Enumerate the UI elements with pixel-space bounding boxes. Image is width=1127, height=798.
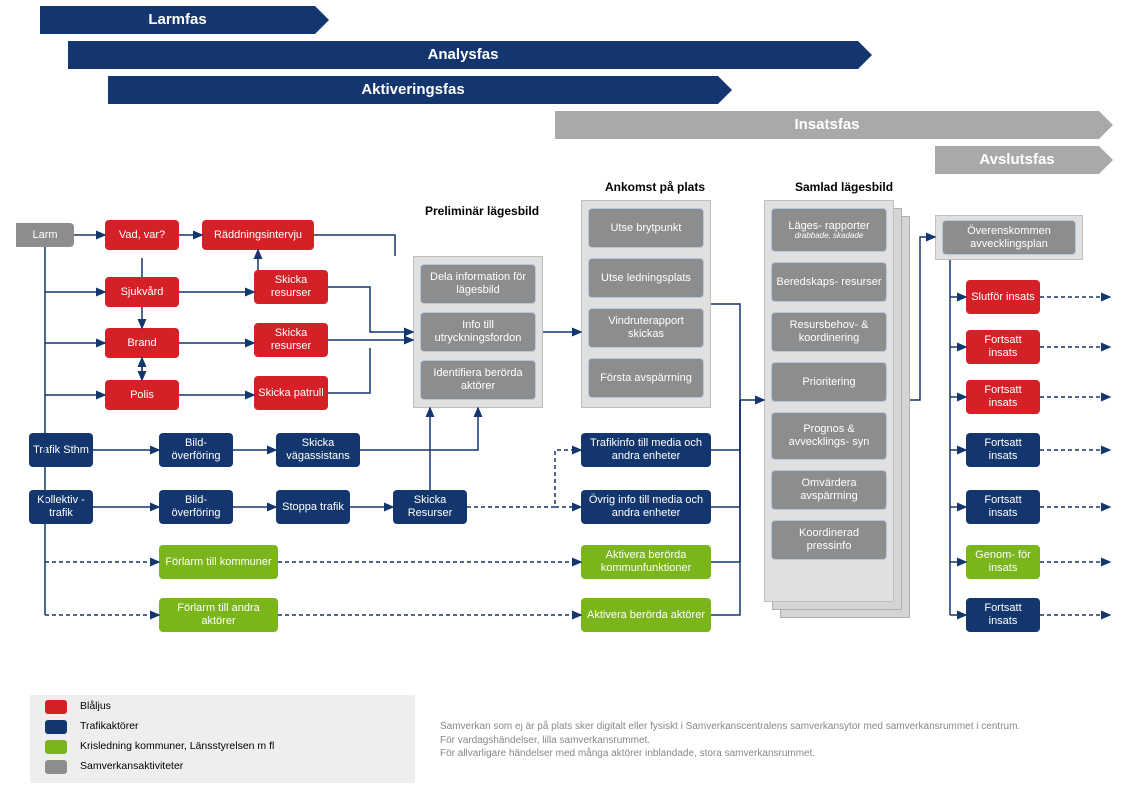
legend-swatch-red — [45, 700, 67, 714]
box-trafik-sthm: Trafik Sthm — [29, 433, 93, 467]
phase-analysfas: Analysfas — [68, 41, 858, 69]
col-header-prelim: Preliminär lägesbild — [425, 204, 539, 218]
box-utse-bryt: Utse brytpunkt — [588, 208, 704, 248]
box-vindrute: Vindruterapport skickas — [588, 308, 704, 348]
start-larm: Larm — [16, 223, 74, 247]
phase-insatsfas: Insatsfas — [555, 111, 1099, 139]
box-skicka-res: Skicka Resurser — [393, 490, 467, 524]
box-priorit: Prioritering — [771, 362, 887, 402]
box-utse-led: Utse ledningsplats — [588, 258, 704, 298]
box-overens: Överenskommen avvecklingsplan — [942, 220, 1076, 255]
box-fortsatt2: Fortsatt insats — [966, 380, 1040, 414]
box-stoppa: Stoppa trafik — [276, 490, 350, 524]
box-slutfor: Slutför insats — [966, 280, 1040, 314]
col-header-ankomst: Ankomst på plats — [605, 180, 705, 194]
box-aktiv-akt: Aktivera berörda aktörer — [581, 598, 711, 632]
legend-trafik: Trafikaktörer — [80, 720, 139, 732]
box-forlarm-kom: Förlarm till kommuner — [159, 545, 278, 579]
box-brand: Brand — [105, 328, 179, 358]
legend-kris: Krisledning kommuner, Länsstyrelsen m fl — [80, 740, 274, 752]
legend-blaljus: Blåljus — [80, 700, 111, 712]
legend-swatch-blue — [45, 720, 67, 734]
box-bild1: Bild- överföring — [159, 433, 233, 467]
footer-text: Samverkan som ej är på plats sker digita… — [440, 720, 1110, 761]
box-vad-var: Vad, var? — [105, 220, 179, 250]
box-fortsatt3: Fortsatt insats — [966, 433, 1040, 467]
box-trafikinfo: Trafikinfo till media och andra enheter — [581, 433, 711, 467]
box-info: Info till utryckningsfordon — [420, 312, 536, 352]
box-brand-skicka: Skicka resurser — [254, 323, 328, 357]
box-beredskap: Beredskaps- resurser — [771, 262, 887, 302]
box-koord: Koordinerad pressinfo — [771, 520, 887, 560]
box-aktiv-komm: Aktivera berörda kommunfunktioner — [581, 545, 711, 579]
box-forlarm-andra: Förlarm till andra aktörer — [159, 598, 278, 632]
box-lages-sub: drabbade, skadade — [795, 232, 864, 240]
box-dela: Dela information för lägesbild — [420, 264, 536, 304]
box-resurs: Resursbehov- & koordinering — [771, 312, 887, 352]
box-polis: Polis — [105, 380, 179, 410]
legend-samverk: Samverkansaktiviteter — [80, 760, 183, 772]
col-header-samlad: Samlad lägesbild — [795, 180, 893, 194]
footer-l2: För vardagshändelser, lilla samverkansru… — [440, 735, 650, 746]
box-fortsatt4: Fortsatt insats — [966, 490, 1040, 524]
box-prognos: Prognos & avvecklings- syn — [771, 412, 887, 460]
box-lages: Läges- rapporter drabbade, skadade — [771, 208, 887, 252]
box-kollektiv: Kollektiv -trafik — [29, 490, 93, 524]
box-omvard: Omvärdera avspärrning — [771, 470, 887, 510]
box-vagassist: Skicka vägassistans — [276, 433, 360, 467]
box-sjuk-skicka: Skicka resurser — [254, 270, 328, 304]
box-identif: Identifiera berörda aktörer — [420, 360, 536, 400]
box-bild2: Bild- överföring — [159, 490, 233, 524]
box-genom: Genom- för insats — [966, 545, 1040, 579]
legend-swatch-green — [45, 740, 67, 754]
box-sjukvard: Sjukvård — [105, 277, 179, 307]
box-polis-skicka: Skicka patrull — [254, 376, 328, 410]
footer-l3: För allvarligare händelser med många akt… — [440, 748, 815, 759]
footer-l1: Samverkan som ej är på plats sker digita… — [440, 721, 1020, 732]
box-fortsatt1: Fortsatt insats — [966, 330, 1040, 364]
box-fortsatt5: Fortsatt insats — [966, 598, 1040, 632]
box-forsta: Första avspärrning — [588, 358, 704, 398]
box-ovrig: Övrig info till media och andra enheter — [581, 490, 711, 524]
box-raddning: Räddningsintervju — [202, 220, 314, 250]
legend-swatch-grey — [45, 760, 67, 774]
phase-larmfas: Larmfas — [40, 6, 315, 34]
phase-aktiveringsfas: Aktiveringsfas — [108, 76, 718, 104]
phase-avslutsfas: Avslutsfas — [935, 146, 1099, 174]
